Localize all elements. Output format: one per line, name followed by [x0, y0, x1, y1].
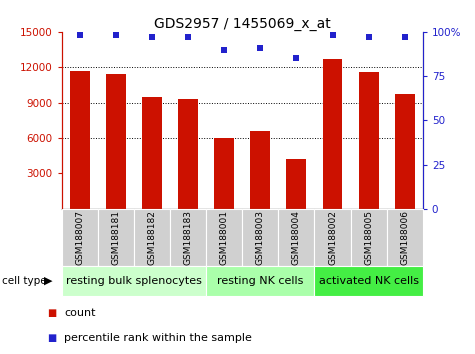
Text: GSM188004: GSM188004: [292, 210, 301, 265]
Bar: [62, 209, 98, 266]
Text: resting NK cells: resting NK cells: [217, 275, 304, 286]
Bar: [170, 209, 206, 266]
Text: cell type: cell type: [2, 275, 47, 286]
Text: percentile rank within the sample: percentile rank within the sample: [64, 333, 252, 343]
Bar: [98, 209, 134, 266]
Text: ■: ■: [48, 308, 57, 318]
Text: GSM188007: GSM188007: [76, 210, 84, 265]
Point: [112, 33, 120, 38]
Text: resting bulk splenocytes: resting bulk splenocytes: [66, 275, 202, 286]
Point: [76, 33, 84, 38]
Point: [401, 34, 408, 40]
Point: [184, 34, 192, 40]
Text: count: count: [64, 308, 95, 318]
Point: [256, 45, 264, 51]
Point: [329, 33, 336, 38]
Bar: [278, 209, 314, 266]
Bar: [206, 209, 242, 266]
Text: GSM188005: GSM188005: [364, 210, 373, 265]
Bar: [242, 209, 278, 266]
Bar: [106, 74, 126, 209]
Bar: [395, 95, 415, 209]
Bar: [142, 97, 162, 209]
Text: GSM188183: GSM188183: [184, 210, 192, 265]
Text: ■: ■: [48, 333, 57, 343]
Point: [220, 47, 228, 52]
Text: GSM188001: GSM188001: [220, 210, 228, 265]
Text: GSM188003: GSM188003: [256, 210, 265, 265]
Point: [148, 34, 156, 40]
Text: ▶: ▶: [44, 275, 53, 286]
Text: GSM188002: GSM188002: [328, 210, 337, 265]
Title: GDS2957 / 1455069_x_at: GDS2957 / 1455069_x_at: [154, 17, 331, 31]
Bar: [214, 138, 234, 209]
Bar: [206, 266, 314, 296]
Bar: [359, 72, 379, 209]
Text: GSM188181: GSM188181: [112, 210, 120, 265]
Bar: [286, 159, 306, 209]
Bar: [387, 209, 423, 266]
Bar: [323, 59, 342, 209]
Bar: [314, 209, 351, 266]
Bar: [178, 99, 198, 209]
Text: GSM188182: GSM188182: [148, 210, 156, 265]
Bar: [70, 71, 90, 209]
Point: [293, 56, 300, 61]
Bar: [250, 131, 270, 209]
Text: activated NK cells: activated NK cells: [319, 275, 418, 286]
Point: [365, 34, 372, 40]
Bar: [351, 209, 387, 266]
Bar: [134, 209, 170, 266]
Text: GSM188006: GSM188006: [400, 210, 409, 265]
Bar: [314, 266, 423, 296]
Bar: [62, 266, 206, 296]
